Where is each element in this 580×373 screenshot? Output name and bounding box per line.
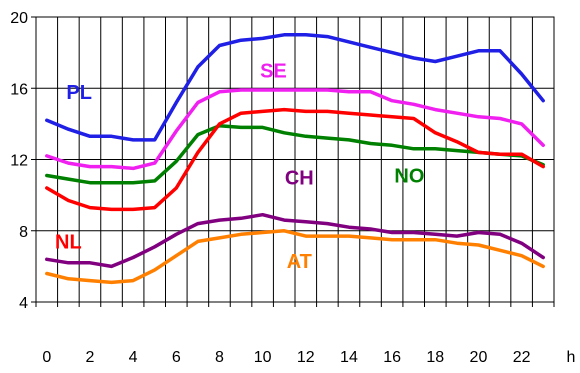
x-tick-label: 12: [297, 349, 315, 366]
series-line-se: [45, 88, 545, 171]
series-line-pl: [45, 33, 545, 142]
x-tick-label: 18: [426, 349, 444, 366]
x-unit-label: h: [567, 349, 576, 366]
x-tick-label: 10: [254, 349, 272, 366]
series-line-nl: [45, 107, 545, 212]
x-tick-label: 4: [129, 349, 138, 366]
y-tick-label: 4: [19, 295, 28, 312]
series-label-at: AT: [287, 251, 312, 273]
series-lines: [45, 33, 545, 285]
series-label-no: NO: [394, 166, 424, 188]
y-tick-label: 20: [10, 10, 28, 27]
y-tick-label: 16: [10, 81, 28, 98]
x-tick-label: 6: [172, 349, 181, 366]
x-tick-label: 2: [86, 349, 95, 366]
series-labels: PL SE NO NL CH AT: [55, 61, 424, 274]
x-tick-label: 20: [470, 349, 488, 366]
x-tick-label: 0: [42, 349, 51, 366]
x-tick-label: 22: [513, 349, 531, 366]
series-line-at: [45, 229, 545, 285]
series-label-nl: NL: [55, 232, 82, 254]
x-tick-labels: 0 2 4 6 8 10 12 14 16 18 20 22: [42, 349, 530, 366]
y-tick-label: 12: [10, 153, 28, 170]
series-line-no: [45, 123, 545, 185]
series-line-ch: [45, 212, 545, 269]
y-tick-label: 8: [19, 224, 28, 241]
x-tick-label: 14: [340, 349, 358, 366]
series-label-pl: PL: [66, 82, 92, 104]
series-label-ch: CH: [285, 167, 314, 189]
series-label-se: SE: [260, 61, 287, 83]
x-tick-label: 8: [215, 349, 224, 366]
axis-ticks: [31, 16, 555, 307]
x-tick-label: 16: [383, 349, 401, 366]
y-tick-labels: 4 8 12 16 20: [10, 10, 28, 312]
